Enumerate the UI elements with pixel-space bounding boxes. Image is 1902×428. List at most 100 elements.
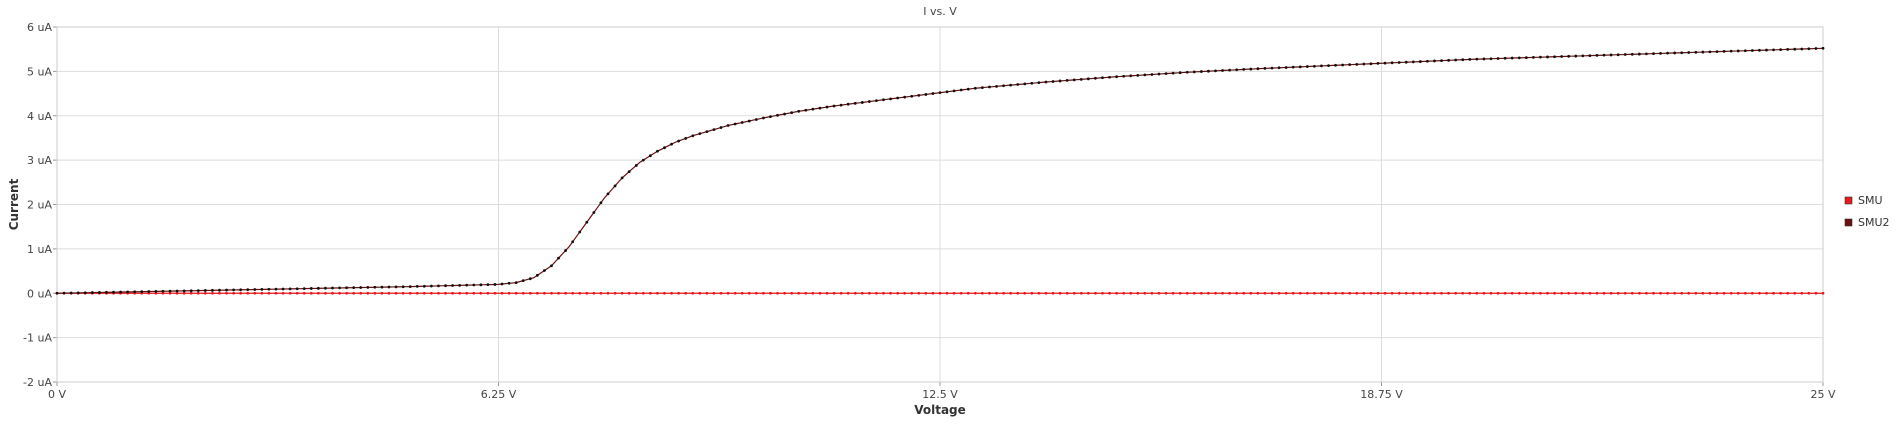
data-point [1397,61,1401,64]
data-point [1440,291,1443,295]
data-point [1334,63,1337,67]
data-point [606,291,610,295]
data-point [882,98,885,102]
data-point [211,291,214,295]
data-point [578,291,582,295]
data-point [1016,291,1020,295]
data-point [189,289,193,293]
data-point [733,122,737,126]
data-point [90,291,94,294]
data-point [1807,291,1811,295]
data-point [500,291,504,295]
data-point [295,287,299,291]
data-point [1468,57,1472,61]
data-point [1178,291,1182,295]
data-point [429,291,433,295]
data-point [1312,64,1316,68]
data-point [535,273,539,277]
data-point [1602,291,1606,295]
data-point [1779,291,1783,295]
data-point [691,291,695,295]
data-point [507,281,511,285]
data-point [564,291,568,295]
data-point [338,286,341,290]
data-point [140,290,144,294]
data-point [1101,291,1104,295]
data-point [1807,47,1811,51]
data-point [769,115,772,119]
data-point [1143,73,1147,77]
y-tick-label: 2 uA [27,199,52,212]
data-point [288,291,292,295]
data-point [1588,54,1592,58]
data-point [1567,54,1571,58]
data-point [1475,57,1479,61]
data-point [246,288,250,292]
data-point [889,97,892,101]
data-point [995,84,998,88]
data-point [1404,291,1408,295]
data-point [1729,49,1733,53]
data-point [1793,47,1797,51]
data-point [966,291,970,295]
data-point [641,158,645,162]
x-tick-label: 0 V [48,388,66,401]
data-point [783,291,786,295]
data-point [663,291,666,295]
data-point [1058,291,1062,295]
data-point [564,249,568,252]
data-point [754,118,758,121]
data-point [896,96,900,100]
data-point [1263,67,1267,70]
data-point [719,126,723,129]
data-point [1496,57,1500,60]
data-point [882,291,885,295]
data-point [1009,83,1013,87]
data-point [514,281,518,284]
data-point [571,291,575,295]
data-point [896,291,900,295]
data-point [585,220,589,224]
legend-item-label: SMU2 [1858,216,1890,229]
data-point [648,154,652,158]
data-point [316,291,320,295]
data-point [705,130,709,134]
data-point [1270,66,1274,70]
data-point [924,291,928,295]
data-point [239,288,243,292]
data-point [634,291,638,295]
data-point [1426,291,1429,295]
data-point [726,291,730,295]
data-point [670,142,673,146]
data-point [1298,291,1302,295]
data-point [1652,291,1655,295]
data-point [182,291,186,295]
data-point [1002,291,1005,295]
data-point [415,285,419,288]
y-tick-label: 0 uA [27,287,52,300]
data-point [1546,55,1549,59]
data-point [599,291,603,295]
data-point [648,291,652,295]
data-point [211,288,214,292]
data-point [1044,80,1048,84]
data-point [380,291,384,295]
data-point [422,291,426,295]
data-point [747,119,751,123]
data-point [331,291,334,295]
data-point [352,286,356,290]
data-point [1560,55,1564,58]
data-point [528,277,532,281]
data-point [1496,291,1500,295]
data-point [1101,76,1104,80]
data-point [1263,291,1267,295]
data-point [83,291,87,295]
data-point [1291,291,1295,295]
data-point [790,291,794,295]
data-point [571,240,575,244]
data-point [168,289,172,293]
data-point [1079,77,1083,81]
data-point [1595,291,1599,295]
data-point [988,291,991,295]
data-point [740,121,744,124]
